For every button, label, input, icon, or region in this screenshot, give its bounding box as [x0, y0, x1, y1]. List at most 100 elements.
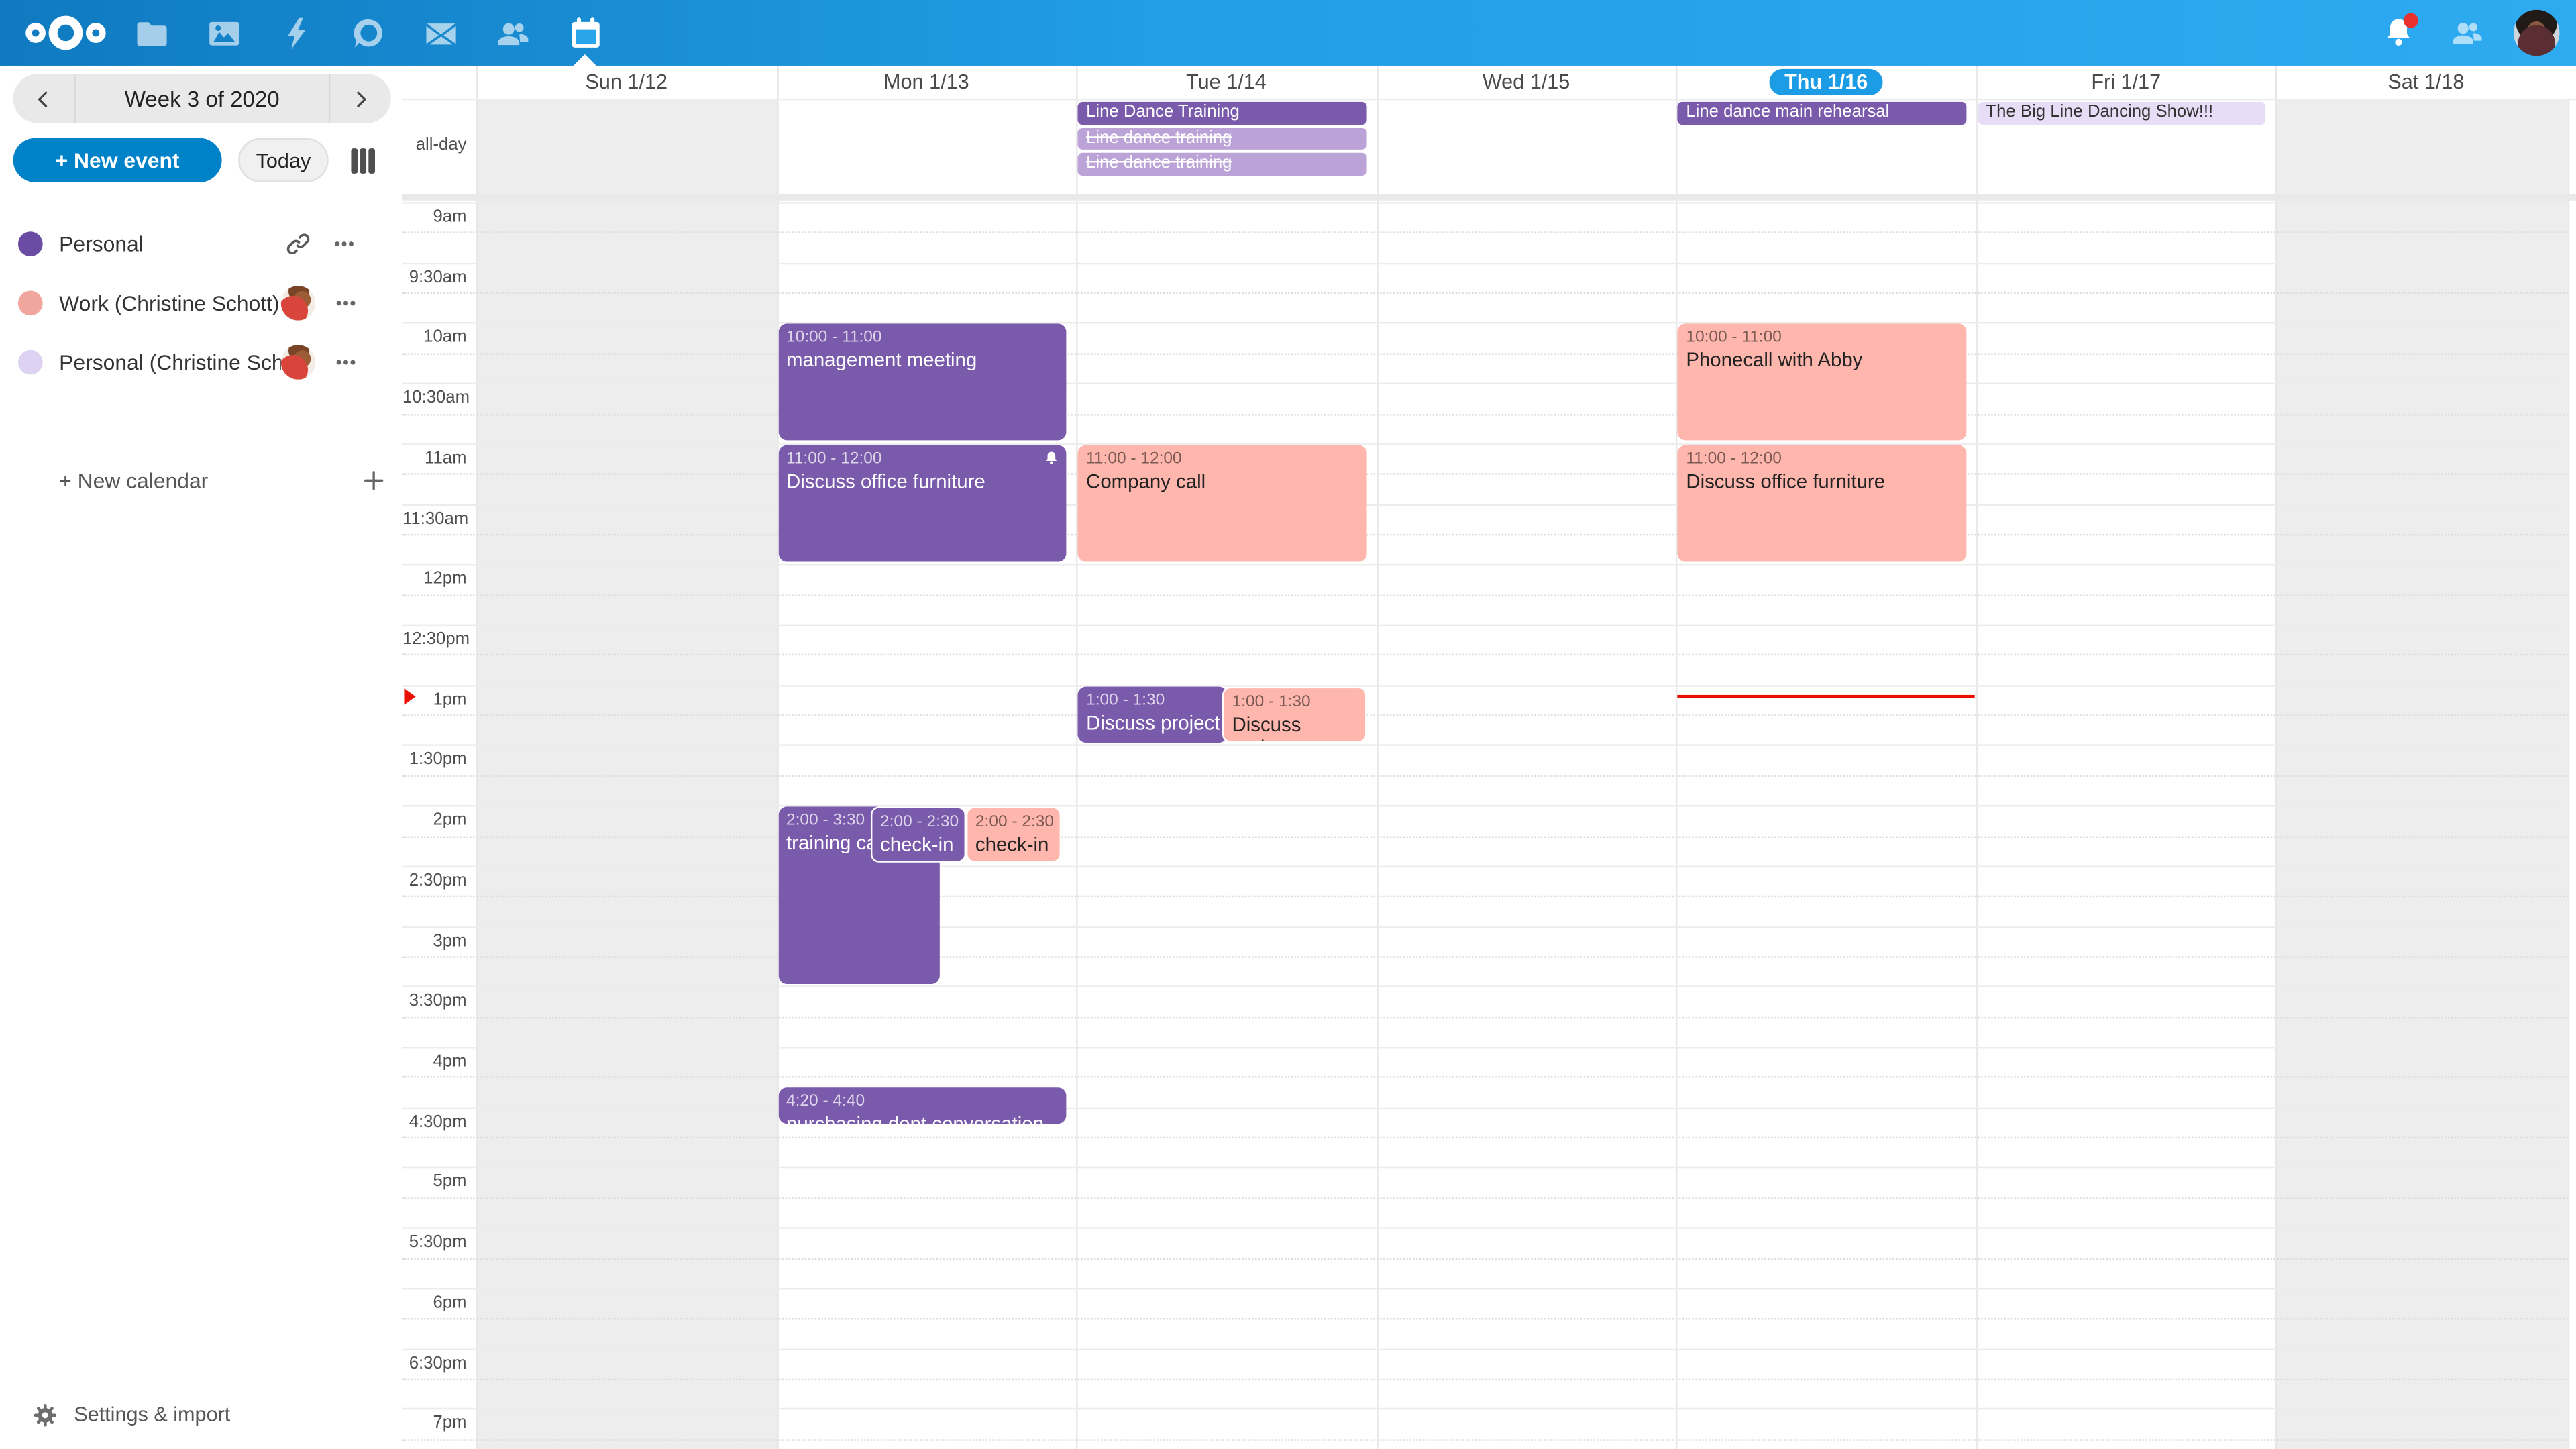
settings-and-import[interactable]: Settings & import — [0, 1390, 402, 1439]
slot-gridline — [402, 1046, 2568, 1049]
calendar-list-item[interactable]: Personal (Christine Scho… — [0, 332, 402, 391]
slot-gridline — [402, 1287, 2568, 1290]
time-axis-label: 6pm — [433, 1292, 467, 1313]
new-calendar-label: + New calendar — [59, 467, 209, 492]
quarter-hour-gridline — [402, 1257, 2568, 1260]
calendar-color-dot — [17, 290, 43, 315]
time-axis-label: 5pm — [433, 1172, 467, 1192]
calendar-menu-icon[interactable] — [327, 227, 360, 260]
new-calendar-item[interactable]: + New calendar — [0, 450, 402, 509]
nextcloud-logo-icon[interactable] — [19, 11, 111, 54]
app-activity-icon[interactable] — [260, 0, 332, 66]
time-axis-label: 4:30pm — [409, 1112, 467, 1132]
all-day-event[interactable]: Line dance main rehearsal — [1678, 101, 1967, 124]
all-day-event[interactable]: Line Dance Training — [1077, 101, 1366, 124]
calendar-name: Personal — [59, 231, 144, 256]
quarter-hour-gridline — [402, 292, 2568, 294]
day-header-sat-1-18[interactable]: Sat 1/18 — [2387, 70, 2465, 94]
slot-gridline — [402, 624, 2568, 627]
scroll-gutter-line — [2567, 98, 2570, 1449]
today-button[interactable]: Today — [238, 138, 329, 182]
calendar-menu-icon[interactable] — [329, 345, 362, 378]
event-block[interactable]: 10:00 - 11:00 Phonecall with Abby — [1678, 324, 1967, 441]
previous-week-button[interactable] — [13, 74, 74, 123]
event-title: Company call — [1086, 470, 1206, 493]
event-title: check-in — [975, 833, 1049, 857]
event-time: 10:00 - 11:00 — [1686, 329, 1782, 347]
time-axis-label: 6:30pm — [409, 1352, 467, 1373]
slot-gridline — [402, 564, 2568, 566]
time-axis-label: 12:30pm — [402, 629, 470, 649]
app-contacts-icon[interactable] — [476, 0, 549, 66]
slot-gridline — [402, 202, 2568, 204]
time-axis-label: 3pm — [433, 930, 467, 951]
plus-icon[interactable] — [356, 464, 389, 496]
gear-icon — [32, 1401, 60, 1429]
event-time: 4:20 - 4:40 — [786, 1093, 865, 1112]
app-photos-icon[interactable] — [187, 0, 260, 66]
slot-gridline — [402, 1106, 2568, 1109]
event-block[interactable]: 11:00 - 12:00 Company call — [1077, 445, 1366, 561]
calendar-owner-avatar — [280, 284, 316, 320]
quarter-hour-gridline — [402, 775, 2568, 777]
slot-gridline — [402, 503, 2568, 506]
app-talk-icon[interactable] — [332, 0, 405, 66]
slot-gridline — [402, 1408, 2568, 1410]
day-header-mon-1-13[interactable]: Mon 1/13 — [883, 70, 969, 94]
app-files-icon[interactable] — [115, 0, 187, 66]
slot-gridline — [402, 1348, 2568, 1350]
calendar-sidebar: Week 3 of 2020 + New event Today Persona… — [0, 65, 403, 1449]
allday-separator — [402, 193, 2576, 201]
app-calendar-icon[interactable] — [549, 0, 621, 66]
event-time: 2:00 - 2:30 — [880, 813, 959, 832]
all-day-event[interactable]: The Big Line Dancing Show!!! — [1978, 101, 2267, 124]
quarter-hour-gridline — [402, 1318, 2568, 1320]
week-view-toggle-icon[interactable] — [345, 143, 381, 179]
calendar-menu-icon[interactable] — [329, 286, 362, 319]
event-time: 11:00 - 12:00 — [786, 449, 882, 468]
quarter-hour-gridline — [402, 1076, 2568, 1079]
next-week-button[interactable] — [330, 74, 391, 123]
quarter-hour-gridline — [402, 1136, 2568, 1139]
user-avatar[interactable] — [2513, 9, 2560, 56]
calendar-name: Personal (Christine Scho… — [59, 349, 281, 374]
app-mail-icon[interactable] — [404, 0, 476, 66]
event-block[interactable]: 2:00 - 2:30 check-in — [965, 806, 1061, 863]
event-block[interactable]: 2:00 - 2:30 check-in — [870, 806, 966, 863]
quarter-hour-gridline — [402, 1378, 2568, 1380]
quarter-hour-gridline — [402, 352, 2568, 355]
time-axis-label: 2pm — [433, 810, 467, 830]
day-header-sun-1-12[interactable]: Sun 1/12 — [585, 70, 668, 94]
settings-label: Settings & import — [74, 1403, 231, 1426]
event-title: Phonecall with Abby — [1686, 349, 1863, 372]
slot-gridline — [402, 262, 2568, 264]
time-axis-label: 11:30am — [402, 508, 469, 529]
column-gridline — [776, 65, 778, 1449]
day-header-wed-1-15[interactable]: Wed 1/15 — [1482, 70, 1570, 94]
slot-gridline — [402, 323, 2568, 325]
day-header-fri-1-17[interactable]: Fri 1/17 — [2091, 70, 2161, 94]
event-block[interactable]: 11:00 - 12:00 Discuss office furniture — [1678, 445, 1967, 561]
column-gridline — [1376, 65, 1378, 1449]
slot-gridline — [402, 1167, 2568, 1169]
all-day-event[interactable]: Line dance training — [1077, 153, 1366, 176]
current-week-label[interactable]: Week 3 of 2020 — [124, 86, 280, 111]
all-day-event[interactable]: Line dance training — [1077, 127, 1366, 150]
time-axis-label: 11am — [425, 448, 467, 468]
day-header-tue-1-14[interactable]: Tue 1/14 — [1186, 70, 1267, 94]
calendar-list-item[interactable]: Personal — [0, 213, 402, 272]
event-block[interactable]: 10:00 - 11:00 management meeting — [777, 324, 1067, 441]
notifications-bell-icon[interactable] — [2375, 10, 2422, 56]
share-link-icon[interactable] — [281, 227, 314, 260]
time-axis-label: 7pm — [433, 1413, 467, 1434]
event-block[interactable]: 4:20 - 4:40purchasing dept conversation — [777, 1088, 1067, 1125]
day-header-thu-1-16[interactable]: Thu 1/16 — [1676, 66, 1976, 99]
quarter-hour-gridline — [402, 533, 2568, 536]
calendar-list-item[interactable]: Work (Christine Schott) — [0, 273, 402, 332]
contacts-menu-icon[interactable] — [2445, 10, 2491, 56]
calendar-color-dot — [17, 349, 43, 374]
new-event-button[interactable]: + New event — [13, 138, 222, 182]
event-block[interactable]: 11:00 - 12:00 Discuss office furniture — [777, 445, 1067, 561]
